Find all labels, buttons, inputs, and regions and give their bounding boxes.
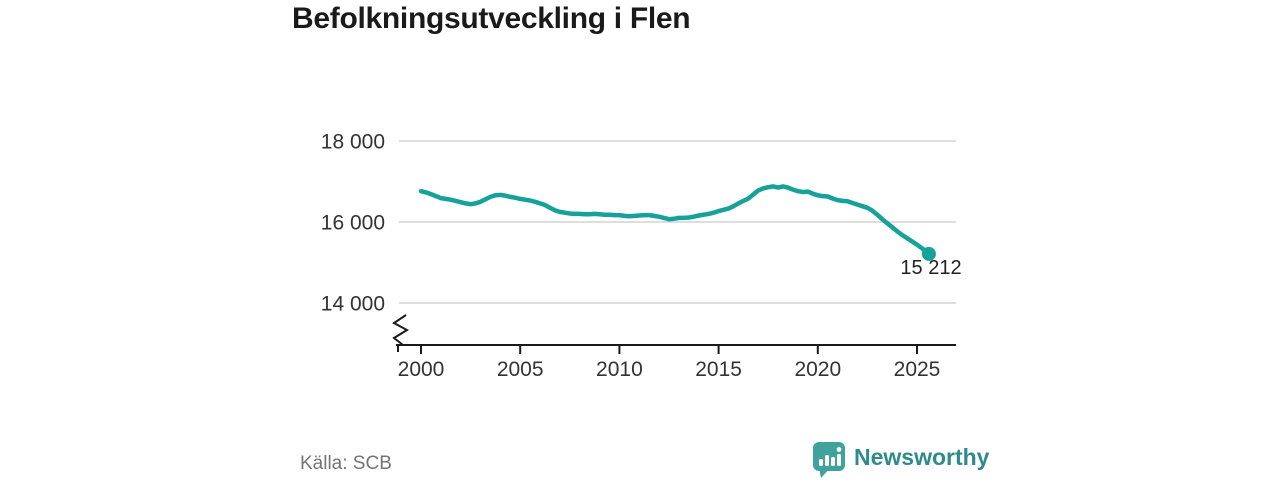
x-tick-label: 2025 (894, 358, 941, 381)
newsworthy-wordmark: Newsworthy (854, 444, 990, 470)
x-tick-label: 2005 (497, 358, 544, 381)
y-tick-label: 18 000 (321, 131, 385, 154)
y-tick-label: 14 000 (321, 293, 385, 316)
y-tick-label: 16 000 (321, 212, 385, 235)
last-value-label: 15 212 (900, 257, 962, 279)
newsworthy-logo: Newsworthy (812, 440, 989, 479)
population-line (418, 184, 932, 257)
chart-title: Befolkningsutveckling i Flen (292, 2, 691, 35)
newsworthy-speech-bubble-bar-chart-icon (813, 442, 845, 478)
source-label: Källa: SCB (300, 453, 392, 474)
x-tick-label: 2000 (398, 358, 445, 381)
x-tick-label: 2020 (794, 358, 841, 381)
last-point-dot (921, 246, 936, 261)
x-tick-label: 2010 (596, 358, 643, 381)
axis-break-icon (392, 314, 410, 346)
x-tick-label: 2015 (695, 358, 742, 381)
